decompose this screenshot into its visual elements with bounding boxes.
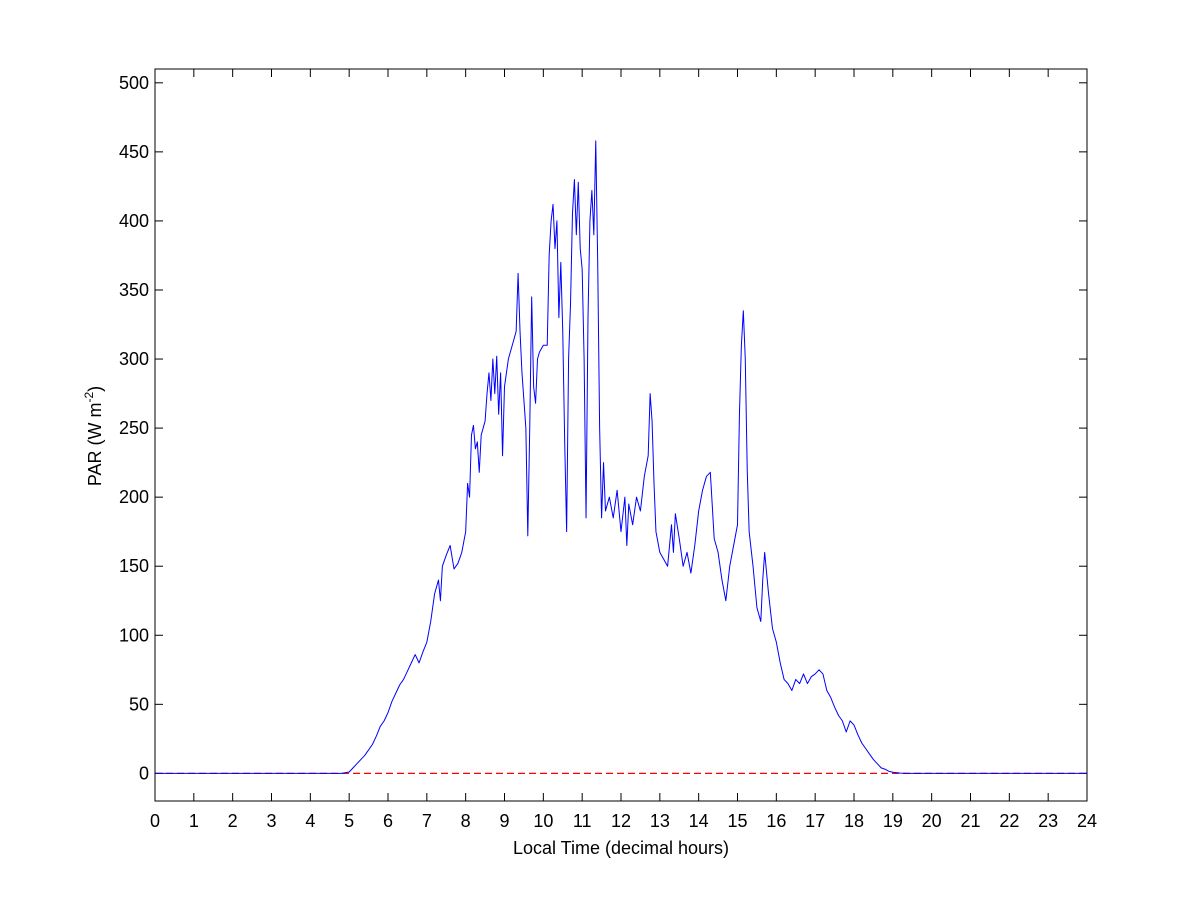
x-tick-label: 17: [805, 811, 825, 831]
data-line: [155, 140, 1087, 774]
y-tick-label: 250: [119, 418, 149, 438]
y-tick-label: 50: [129, 694, 149, 714]
x-tick-label: 8: [461, 811, 471, 831]
x-tick-label: 0: [150, 811, 160, 831]
plot-area: [155, 69, 1087, 801]
x-tick-label: 6: [383, 811, 393, 831]
x-tick-label: 15: [727, 811, 747, 831]
y-tick-label: 200: [119, 487, 149, 507]
x-tick-label: 19: [883, 811, 903, 831]
x-tick-label: 16: [766, 811, 786, 831]
y-tick-label: 450: [119, 142, 149, 162]
y-label-text: PAR (W m: [85, 403, 105, 487]
y-tick-label: 0: [139, 763, 149, 783]
y-tick-label: 100: [119, 625, 149, 645]
x-axis-label: Local Time (decimal hours): [513, 838, 729, 858]
y-axis-label: PAR (W m-2): [82, 386, 105, 486]
x-tick-label: 4: [305, 811, 315, 831]
y-tick-label: 400: [119, 211, 149, 231]
x-tick-label: 12: [611, 811, 631, 831]
y-tick-label: 500: [119, 73, 149, 93]
x-tick-label: 24: [1077, 811, 1097, 831]
x-tick-label: 23: [1038, 811, 1058, 831]
x-tick-label: 20: [922, 811, 942, 831]
x-tick-label: 18: [844, 811, 864, 831]
y-tick-label: 150: [119, 556, 149, 576]
x-tick-label: 21: [960, 811, 980, 831]
x-tick-label: 22: [999, 811, 1019, 831]
x-tick-label: 14: [689, 811, 709, 831]
y-tick-label: 300: [119, 349, 149, 369]
x-tick-label: 2: [228, 811, 238, 831]
x-tick-label: 3: [266, 811, 276, 831]
y-label-superscript: -2: [82, 392, 96, 403]
x-tick-label: 7: [422, 811, 432, 831]
x-tick-label: 10: [533, 811, 553, 831]
y-label-suffix: ): [85, 386, 105, 392]
x-tick-label: 9: [499, 811, 509, 831]
x-tick-label: 1: [189, 811, 199, 831]
x-tick-label: 13: [650, 811, 670, 831]
x-tick-label: 11: [573, 811, 592, 831]
x-tick-label: 5: [344, 811, 354, 831]
y-tick-label: 350: [119, 280, 149, 300]
plot-frame: [154, 68, 1088, 802]
